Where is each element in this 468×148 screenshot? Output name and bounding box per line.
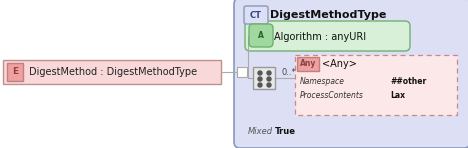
FancyBboxPatch shape: [244, 6, 268, 24]
Text: 0..*: 0..*: [282, 68, 297, 77]
Bar: [7, 63, 23, 81]
Text: Algorithm : anyURI: Algorithm : anyURI: [274, 32, 366, 42]
FancyBboxPatch shape: [249, 24, 273, 47]
Circle shape: [267, 83, 271, 87]
Circle shape: [267, 77, 271, 81]
Bar: [3, 60, 221, 84]
Text: True: True: [275, 127, 296, 136]
Circle shape: [258, 83, 262, 87]
Text: E: E: [12, 67, 18, 77]
Text: Mixed: Mixed: [248, 127, 273, 136]
Circle shape: [258, 77, 262, 81]
Text: DigestMethod : DigestMethodType: DigestMethod : DigestMethodType: [29, 67, 197, 77]
Text: ProcessContents: ProcessContents: [300, 91, 364, 100]
FancyBboxPatch shape: [234, 0, 468, 148]
Text: CT: CT: [250, 11, 262, 20]
Bar: [297, 57, 319, 71]
Text: Namespace: Namespace: [300, 78, 345, 86]
Text: DigestMethodType: DigestMethodType: [270, 10, 387, 20]
Text: <Any>: <Any>: [322, 59, 357, 69]
Text: Lax: Lax: [390, 91, 405, 100]
Circle shape: [258, 71, 262, 75]
Text: A: A: [258, 31, 264, 40]
Bar: [253, 67, 275, 89]
Text: ##other: ##other: [390, 78, 426, 86]
Bar: [295, 55, 457, 115]
Text: Any: Any: [300, 59, 316, 69]
Circle shape: [267, 71, 271, 75]
Bar: [237, 67, 247, 77]
FancyBboxPatch shape: [245, 21, 410, 51]
